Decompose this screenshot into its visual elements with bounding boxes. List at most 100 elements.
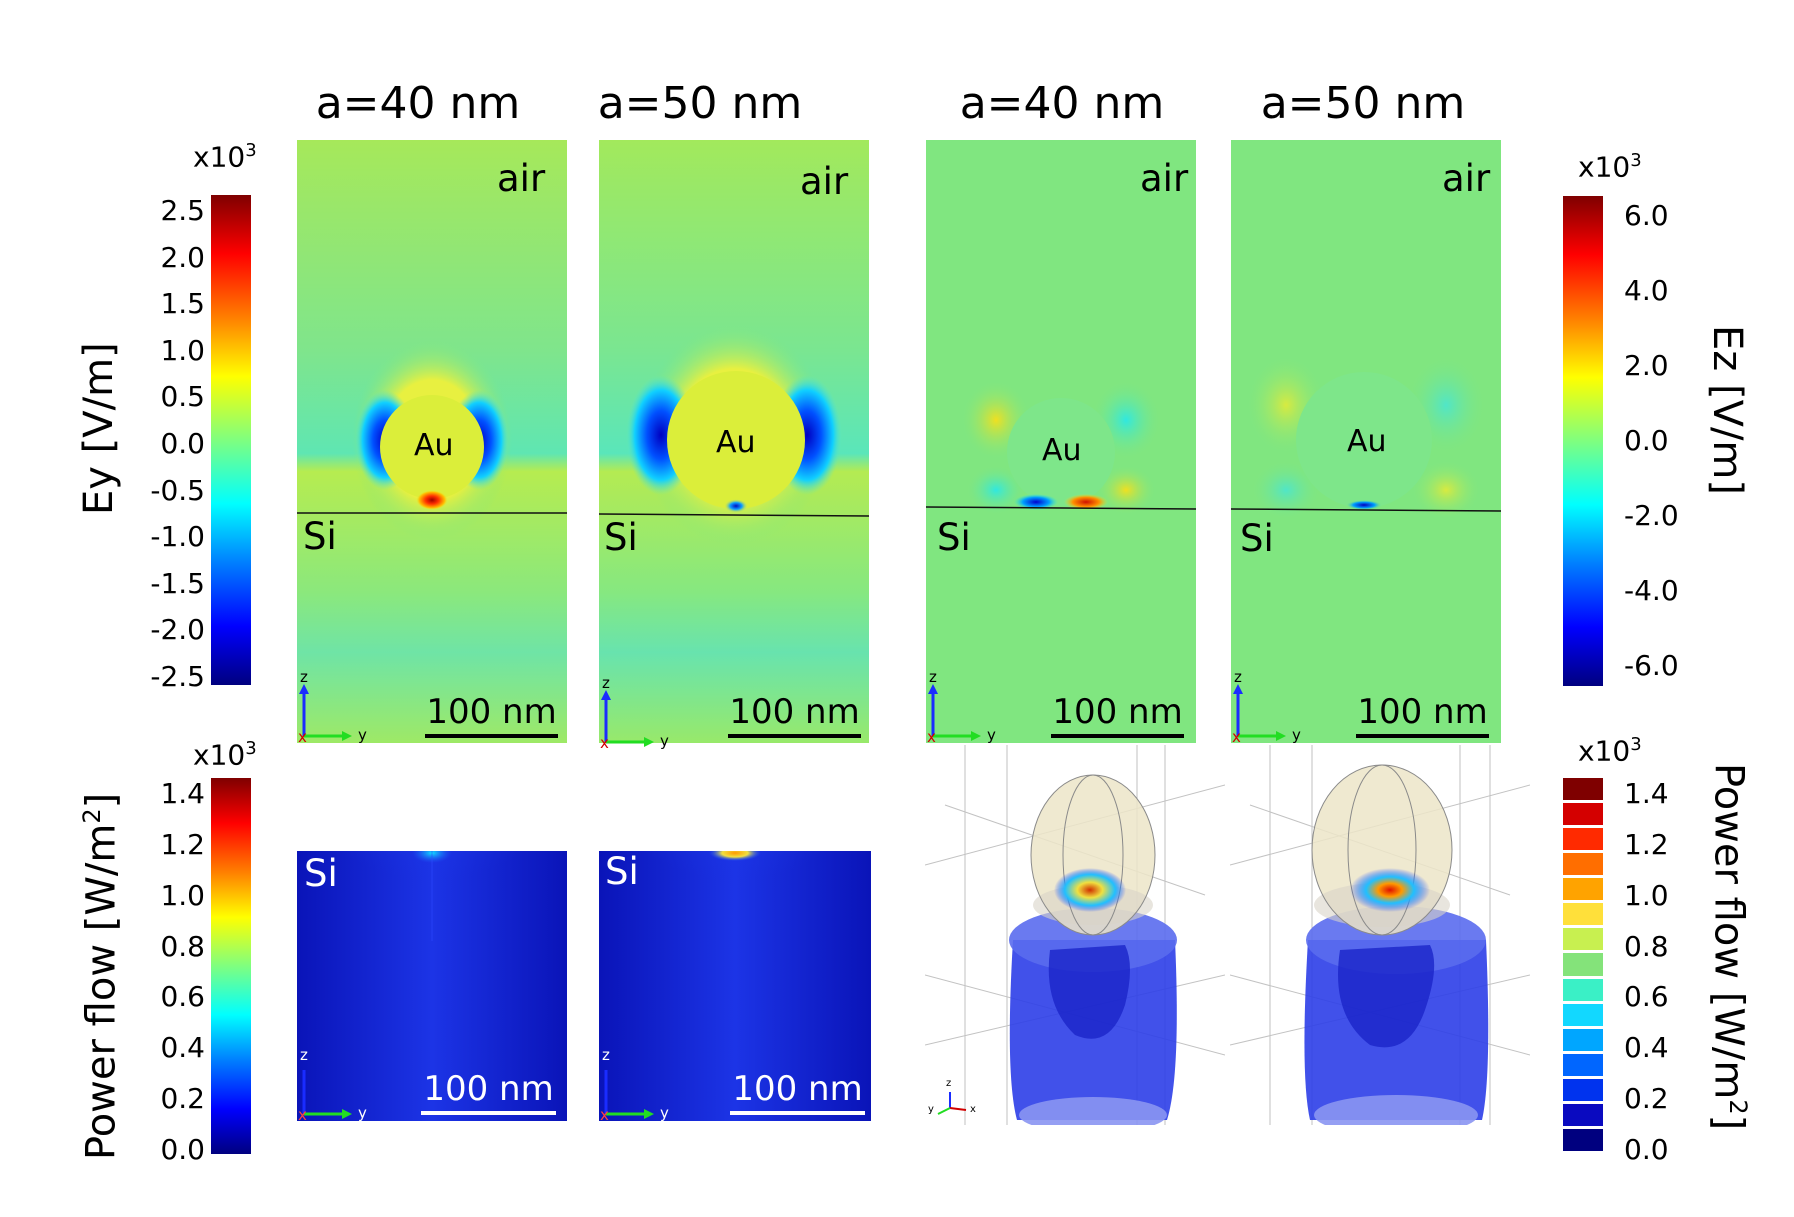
power-right-colorbar-segment — [1563, 1028, 1603, 1051]
ey-tick-label: 1.5 — [160, 287, 205, 321]
power-panel-a50 — [599, 851, 871, 1121]
power-right-colorbar-segment — [1563, 1053, 1603, 1076]
column-title-1: a=40 nm — [315, 78, 521, 129]
power-right-colorbar-segment — [1563, 1003, 1603, 1026]
scale-bar-2: 100 nm — [728, 692, 861, 738]
ey-tick-label: 2.5 — [160, 194, 205, 227]
power-right-colorbar-segment — [1563, 953, 1603, 976]
scale-bar-power-1: 100 nm — [421, 1069, 556, 1115]
ez-exponent: x103 — [1578, 150, 1642, 184]
power-3d-render-a50 — [1230, 745, 1530, 1125]
ey-tick-label: 1.0 — [160, 333, 205, 367]
power-right-colorbar-segment — [1563, 1128, 1603, 1151]
power_left-tick-label: 0.8 — [160, 929, 205, 963]
ez-tick-label: 0.0 — [1624, 424, 1669, 457]
power-right-colorbar — [1563, 778, 1603, 1154]
ey-colorbar — [211, 195, 251, 685]
ey-tick-label: 2.0 — [160, 240, 205, 274]
column-title-2: a=50 nm — [597, 78, 803, 129]
axis-triad-3: z x y — [927, 668, 996, 746]
power-right-colorbar-segment — [1563, 903, 1603, 926]
ez-tick-label: 2.0 — [1624, 349, 1669, 382]
axis-triad-4: z x y — [1232, 668, 1301, 746]
ey-panel-a50 — [599, 140, 869, 743]
power_left-tick-label: 0.6 — [160, 980, 205, 1014]
label-si-4: Si — [1240, 517, 1274, 560]
ez-panel-a50 — [1231, 140, 1501, 743]
power_right-tick-label: 0.0 — [1624, 1133, 1669, 1166]
column-title-3: a=40 nm — [959, 78, 1165, 129]
power_left-tick-label: 1.4 — [160, 777, 205, 810]
ey-tick-label: -1.5 — [150, 566, 205, 600]
scale-bar-1: 100 nm — [425, 692, 558, 738]
power_left-tick-label: 1.2 — [160, 827, 205, 861]
ey-tick-label: 0.0 — [160, 427, 205, 460]
power_right-tick-label: 0.8 — [1624, 929, 1669, 963]
ey-tick-label: 0.5 — [160, 380, 205, 414]
label-au-3: Au — [1042, 433, 1082, 468]
label-air-1: air — [497, 157, 546, 200]
power_right-tick-label: 1.2 — [1624, 827, 1669, 861]
ey-panel-a40 — [297, 140, 567, 743]
label-si-2: Si — [604, 516, 638, 559]
label-si-power-2: Si — [605, 850, 639, 893]
power_left-tick-label: 0.2 — [160, 1082, 205, 1116]
power_left-tick-label: 0.4 — [160, 1031, 205, 1065]
power-left-colorbar — [211, 778, 251, 1154]
power-right-colorbar-segment — [1563, 878, 1603, 901]
power_right-tick-label: 0.2 — [1624, 1082, 1669, 1116]
ez-tick-label: 6.0 — [1624, 199, 1669, 232]
power_right-tick-label: 0.4 — [1624, 1031, 1669, 1065]
power-3d-render-a40 — [925, 745, 1225, 1125]
scale-bar-4: 100 nm — [1356, 692, 1489, 738]
power_right-tick-label: 0.6 — [1624, 980, 1669, 1014]
label-au-1: Au — [414, 428, 454, 463]
ez-panel-a40 — [926, 140, 1196, 743]
ez-tick-label: -6.0 — [1624, 649, 1679, 682]
scale-bar-power-2: 100 nm — [730, 1069, 865, 1115]
axis-triad-power-2: z x y — [600, 1046, 669, 1124]
ey-axis-label: Ey [V/m] — [76, 342, 122, 515]
ey-tick-label: -1.0 — [150, 520, 205, 554]
column-title-4: a=50 nm — [1260, 78, 1466, 129]
axis-triad-power-1: z x y — [298, 1046, 367, 1124]
power-right-colorbar-segment — [1563, 928, 1603, 951]
axis-triad-1: z x y — [298, 668, 367, 746]
label-si-3: Si — [937, 516, 971, 559]
power_right-tick-label: 1.0 — [1624, 878, 1669, 912]
power-right-colorbar-segment — [1563, 828, 1603, 851]
power-right-colorbar-segment — [1563, 978, 1603, 1001]
power-left-exponent: x103 — [193, 738, 257, 772]
axis-triad-2: z x y — [600, 674, 669, 752]
ez-tick-label: 4.0 — [1624, 274, 1669, 307]
label-au-4: Au — [1347, 424, 1387, 459]
label-air-2: air — [800, 160, 849, 203]
power_right-tick-label: 1.4 — [1624, 777, 1669, 810]
ez-tick-label: -4.0 — [1624, 574, 1679, 607]
power-right-colorbar-segment — [1563, 1078, 1603, 1101]
ez-colorbar — [1563, 196, 1603, 686]
power-right-axis-label: Power flow [W/m2] — [1705, 763, 1752, 1131]
power-left-axis-label: Power flow [W/m2] — [78, 792, 125, 1160]
power-right-colorbar-segment — [1563, 778, 1603, 801]
power-panel-a40 — [297, 851, 567, 1121]
power_left-tick-label: 1.0 — [160, 878, 205, 912]
power-right-exponent: x103 — [1578, 734, 1642, 768]
power-right-colorbar-segment — [1563, 1103, 1603, 1126]
ey-tick-label: -2.5 — [150, 660, 205, 693]
power-right-colorbar-segment — [1563, 803, 1603, 826]
label-air-3: air — [1140, 157, 1189, 200]
label-si-1: Si — [303, 515, 337, 558]
axis-triad-3d: z x y — [928, 1078, 976, 1115]
power_left-tick-label: 0.0 — [160, 1133, 205, 1166]
ey-tick-label: -2.0 — [150, 613, 205, 647]
label-si-power-1: Si — [304, 852, 338, 895]
ey-exponent: x103 — [193, 140, 257, 174]
label-air-4: air — [1442, 157, 1491, 200]
scale-bar-3: 100 nm — [1051, 692, 1184, 738]
ey-tick-label: -0.5 — [150, 473, 205, 507]
ez-tick-label: -2.0 — [1624, 499, 1679, 532]
power-right-colorbar-segment — [1563, 853, 1603, 876]
label-au-2: Au — [716, 425, 756, 460]
